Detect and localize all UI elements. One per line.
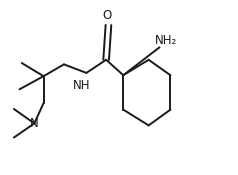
Text: NH₂: NH₂ <box>155 34 177 47</box>
Text: NH: NH <box>73 79 91 92</box>
Text: N: N <box>30 117 39 130</box>
Text: O: O <box>103 9 112 22</box>
